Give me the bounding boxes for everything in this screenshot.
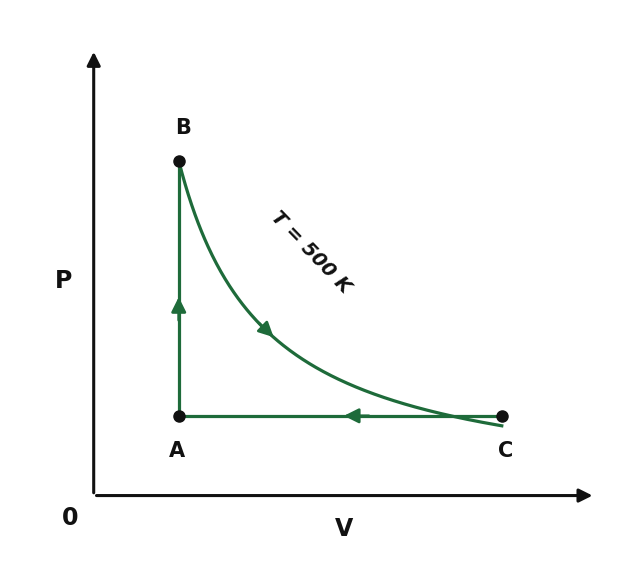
- Text: A: A: [169, 442, 185, 462]
- Text: T = 500 K: T = 500 K: [267, 208, 354, 297]
- Text: V: V: [335, 517, 354, 541]
- Text: 0: 0: [61, 506, 78, 530]
- Text: P: P: [55, 269, 72, 293]
- Text: C: C: [499, 442, 514, 462]
- Text: B: B: [175, 118, 191, 138]
